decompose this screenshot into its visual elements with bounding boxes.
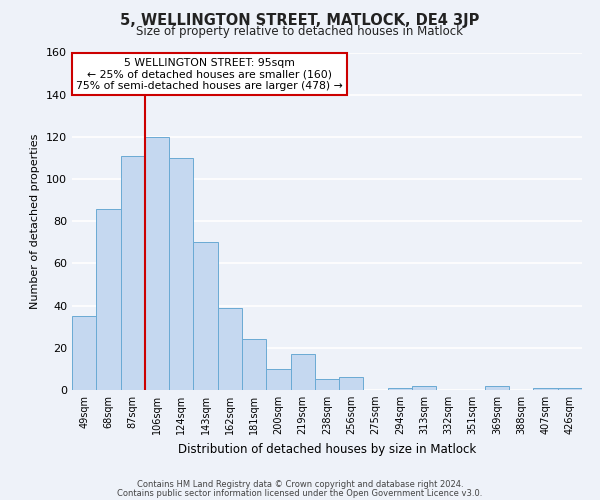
Text: 5, WELLINGTON STREET, MATLOCK, DE4 3JP: 5, WELLINGTON STREET, MATLOCK, DE4 3JP bbox=[121, 12, 479, 28]
Bar bbox=[388, 388, 412, 390]
Text: Contains public sector information licensed under the Open Government Licence v3: Contains public sector information licen… bbox=[118, 488, 482, 498]
Bar bbox=[145, 137, 169, 390]
Bar bbox=[193, 242, 218, 390]
Bar bbox=[315, 380, 339, 390]
Bar bbox=[72, 316, 96, 390]
Text: Contains HM Land Registry data © Crown copyright and database right 2024.: Contains HM Land Registry data © Crown c… bbox=[137, 480, 463, 489]
Bar bbox=[485, 386, 509, 390]
Bar bbox=[121, 156, 145, 390]
Bar bbox=[169, 158, 193, 390]
Y-axis label: Number of detached properties: Number of detached properties bbox=[31, 134, 40, 309]
X-axis label: Distribution of detached houses by size in Matlock: Distribution of detached houses by size … bbox=[178, 442, 476, 456]
Bar bbox=[412, 386, 436, 390]
Bar bbox=[266, 369, 290, 390]
Bar bbox=[96, 208, 121, 390]
Bar bbox=[339, 378, 364, 390]
Bar bbox=[558, 388, 582, 390]
Bar bbox=[242, 340, 266, 390]
Text: Size of property relative to detached houses in Matlock: Size of property relative to detached ho… bbox=[137, 25, 464, 38]
Bar bbox=[218, 308, 242, 390]
Text: 5 WELLINGTON STREET: 95sqm
← 25% of detached houses are smaller (160)
75% of sem: 5 WELLINGTON STREET: 95sqm ← 25% of deta… bbox=[76, 58, 343, 91]
Bar bbox=[290, 354, 315, 390]
Bar bbox=[533, 388, 558, 390]
